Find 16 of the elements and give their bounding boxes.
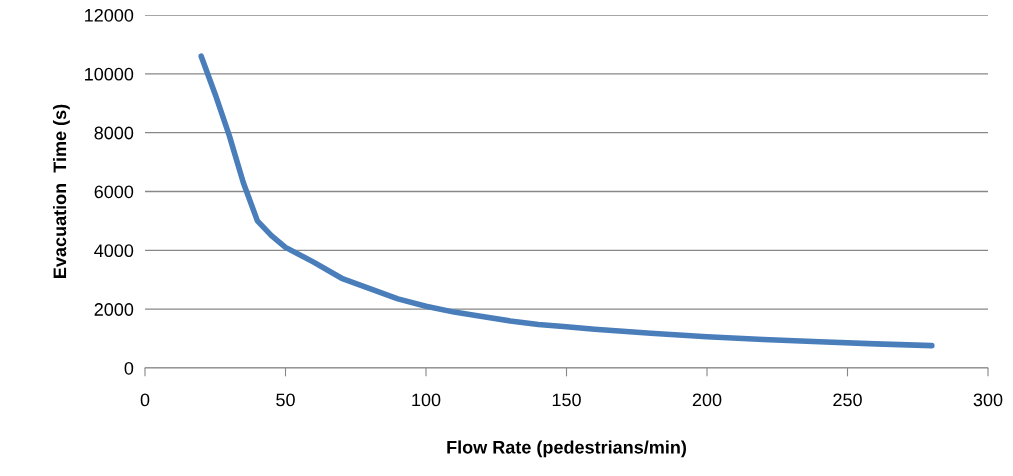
y-tick-label: 6000	[94, 185, 134, 199]
y-tick-label: 4000	[94, 244, 134, 258]
x-axis-title: Flow Rate (pedestrians/min)	[447, 440, 686, 458]
y-tick-label: 10000	[85, 67, 134, 81]
x-tick-label: 200	[692, 393, 722, 407]
x-tick-label: 50	[276, 393, 295, 407]
x-tick-label: 250	[833, 393, 862, 407]
x-tick-label: 300	[973, 393, 1003, 407]
y-tick-label: 8000	[94, 126, 134, 140]
y-axis-title: Evacuation Time (s)	[52, 104, 70, 278]
x-tick-label: 150	[552, 393, 581, 407]
y-tick-label: 2000	[94, 303, 134, 316]
x-tick-label: 100	[412, 393, 441, 407]
x-tick-label: 0	[140, 393, 150, 407]
y-tick-label: 12000	[85, 8, 134, 22]
y-tick-label: 0	[124, 361, 134, 375]
